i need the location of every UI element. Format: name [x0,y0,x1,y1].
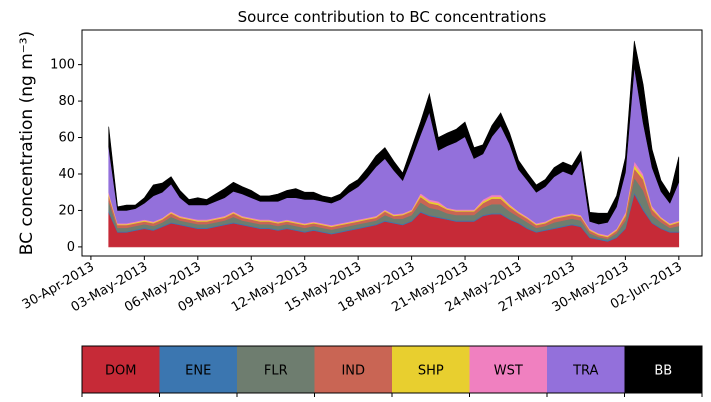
legend-colorbar: DOM ENE FLR IND SHP WST TRA BB [81,345,703,397]
legend-swatch-flr [237,346,315,393]
legend-swatch-dom [82,346,160,393]
y-tick-label: 60 [58,131,75,146]
legend-swatch-wst [469,346,547,393]
y-tick-label: 40 [58,167,75,182]
chart-title: Source contribution to BC concentrations [238,8,547,26]
area-bb [108,40,680,225]
legend-label-ind: IND [341,364,365,379]
area-tra [108,66,680,236]
y-tick-label: 80 [58,94,75,109]
legend-swatch-ene [159,346,237,393]
legend-swatch-ind [314,346,392,393]
legend-swatch-shp [392,346,470,393]
y-axis-label: BC concentration (ng m⁻³) [17,31,37,255]
legend-label-tra: TRA [572,364,598,379]
legend-label-shp: SHP [418,364,444,379]
legend-swatch-bb [624,346,702,393]
plot-frame [81,29,703,257]
legend-label-ene: ENE [185,364,211,379]
y-axis: 0 20 40 60 80 100 [50,58,82,255]
x-axis: 30-Apr-201303-May-201306-May-201309-May-… [20,256,685,315]
legend-swatch-tra [547,346,625,393]
stacked-areas [108,40,680,248]
legend-label-bb: BB [654,364,672,379]
legend-label-dom: DOM [105,364,136,379]
legend-label-wst: WST [494,364,523,379]
y-tick-label: 0 [67,240,75,255]
legend-label-flr: FLR [264,364,288,379]
y-tick-label: 100 [50,58,75,73]
y-tick-label: 20 [58,203,75,218]
